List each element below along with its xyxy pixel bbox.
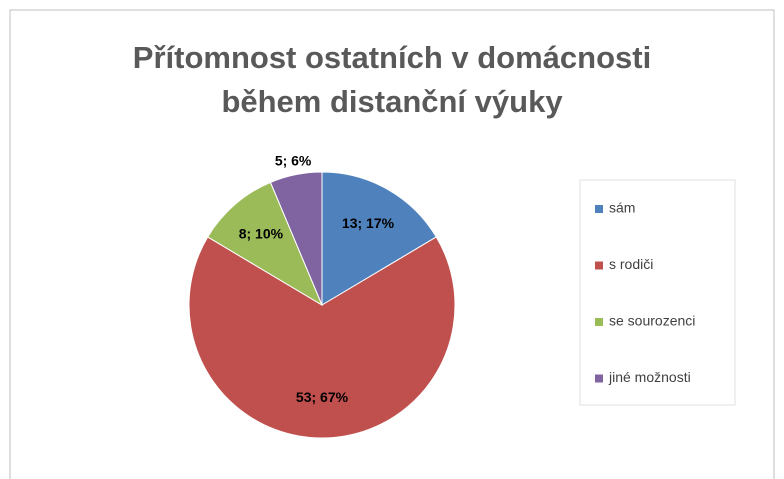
- chart-title: během distanční výuky: [221, 84, 563, 119]
- chart-title: Přítomnost ostatních v domácnosti: [133, 40, 651, 75]
- legend-swatch: [595, 318, 603, 326]
- legend-swatch: [595, 374, 603, 383]
- pie-slice: [321, 171, 437, 306]
- pie-slice: [188, 236, 456, 439]
- pie-slice: [207, 181, 324, 307]
- legend-label: s rodiči: [609, 256, 653, 272]
- legend-label: jiné možnosti: [608, 369, 691, 385]
- legend-box: [579, 179, 736, 406]
- pie-slice: [269, 171, 323, 306]
- data-label: 8; 10%: [239, 225, 284, 241]
- legend-label: sám: [609, 200, 635, 216]
- legend-label: se sourozenci: [609, 313, 695, 329]
- legend-swatch: [595, 261, 603, 270]
- data-label: 53; 67%: [296, 389, 349, 405]
- data-label: 13; 17%: [342, 215, 395, 231]
- data-label: 5; 6%: [275, 152, 312, 168]
- legend-swatch: [595, 205, 603, 213]
